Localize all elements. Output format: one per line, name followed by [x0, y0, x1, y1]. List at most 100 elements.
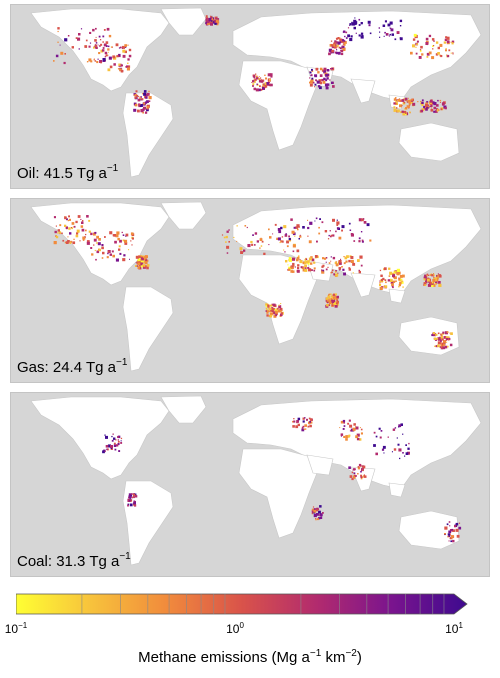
- emission-cell: [79, 240, 81, 242]
- emission-cell: [260, 79, 263, 81]
- emission-cell: [315, 217, 318, 220]
- emission-cell: [107, 68, 111, 72]
- emission-cell: [308, 421, 311, 425]
- emission-cell: [409, 104, 411, 106]
- emission-cell: [333, 273, 336, 276]
- emission-cell: [430, 105, 433, 107]
- emission-cell: [352, 427, 356, 431]
- emission-cell: [271, 306, 273, 309]
- emission-cell: [142, 92, 144, 95]
- emission-cell: [112, 55, 116, 59]
- emission-cell: [387, 279, 390, 282]
- emission-cell: [440, 340, 442, 342]
- emission-cell: [286, 245, 289, 248]
- emission-cell: [425, 108, 428, 111]
- emission-cell: [228, 229, 230, 231]
- colorbar-title: Methane emissions (Mg a−1 km−2): [138, 648, 362, 666]
- emission-cell: [107, 444, 111, 448]
- emission-cell: [233, 236, 235, 239]
- emission-cell: [341, 45, 345, 49]
- emission-cell: [95, 258, 97, 261]
- emission-cell: [397, 109, 400, 113]
- emission-cell: [352, 262, 356, 266]
- emission-cell: [361, 240, 364, 243]
- oil-panel: Oil: 41.5 Tg a−1: [10, 4, 490, 189]
- emission-cell: [326, 69, 330, 72]
- emission-cell: [430, 281, 432, 283]
- emission-cell: [439, 99, 442, 102]
- emission-cell: [336, 299, 338, 302]
- emission-cell: [342, 268, 345, 271]
- emission-cell: [88, 45, 91, 48]
- emission-cell: [92, 28, 95, 32]
- emission-cell: [143, 90, 147, 93]
- emission-cell: [330, 234, 333, 237]
- emission-cell: [354, 474, 356, 477]
- emission-cell: [81, 221, 84, 224]
- emission-cell: [260, 88, 263, 91]
- emission-cell: [120, 437, 123, 440]
- emission-cell: [96, 235, 99, 239]
- emission-cell: [341, 229, 343, 232]
- emission-cell: [402, 452, 404, 454]
- emission-cell: [399, 37, 403, 41]
- emission-cell: [294, 235, 296, 237]
- emission-cell: [359, 427, 361, 429]
- emission-cell: [297, 423, 300, 427]
- emission-cell: [308, 257, 312, 261]
- emission-cell: [129, 499, 131, 502]
- emission-cell: [329, 79, 331, 81]
- emission-cell: [432, 45, 434, 47]
- emission-cell: [338, 267, 341, 270]
- emission-cell: [349, 475, 353, 478]
- emission-cell: [137, 258, 141, 262]
- emission-cell: [308, 240, 312, 244]
- emission-cell: [321, 69, 325, 72]
- emission-cell: [225, 235, 228, 239]
- emission-cell: [330, 256, 332, 258]
- emission-cell: [131, 496, 134, 498]
- emission-cell: [436, 338, 439, 340]
- emission-cell: [433, 274, 435, 276]
- emission-cell: [437, 332, 440, 335]
- emission-cell: [393, 106, 396, 109]
- emission-cell: [439, 102, 441, 103]
- emission-cell: [334, 304, 338, 308]
- emission-cell: [134, 96, 137, 99]
- emission-cell: [328, 294, 330, 296]
- emission-cell: [393, 102, 396, 105]
- emission-cell: [415, 46, 417, 48]
- emission-cell: [55, 225, 57, 227]
- emission-cell: [398, 448, 402, 452]
- emission-cell: [455, 528, 459, 532]
- emission-cell: [390, 281, 394, 284]
- emission-cell: [352, 468, 356, 471]
- emission-cell: [352, 272, 354, 274]
- emission-cell: [304, 424, 306, 426]
- emission-cell: [128, 495, 132, 499]
- emission-cell: [440, 336, 443, 339]
- emission-cell: [451, 42, 454, 45]
- emission-cell: [64, 38, 68, 42]
- emission-cell: [434, 337, 437, 340]
- emission-cell: [128, 54, 132, 58]
- emission-cell: [258, 79, 262, 83]
- emission-cell: [334, 293, 337, 296]
- emission-cell: [73, 238, 75, 240]
- emission-cell: [379, 286, 383, 290]
- emission-cell: [148, 90, 150, 93]
- emission-cell: [446, 54, 450, 58]
- emission-cell: [424, 107, 427, 110]
- emission-cell: [310, 74, 313, 77]
- emission-cell: [55, 54, 59, 58]
- emission-cell: [353, 240, 356, 242]
- emission-cell: [137, 266, 140, 269]
- emission-cell: [393, 270, 397, 274]
- land-greenland: [160, 395, 207, 424]
- emission-cell: [399, 37, 402, 39]
- emission-cell: [117, 237, 120, 241]
- emission-cell: [124, 44, 127, 47]
- emission-cell: [425, 42, 429, 45]
- emission-cell: [264, 74, 266, 76]
- emission-cell: [431, 283, 434, 286]
